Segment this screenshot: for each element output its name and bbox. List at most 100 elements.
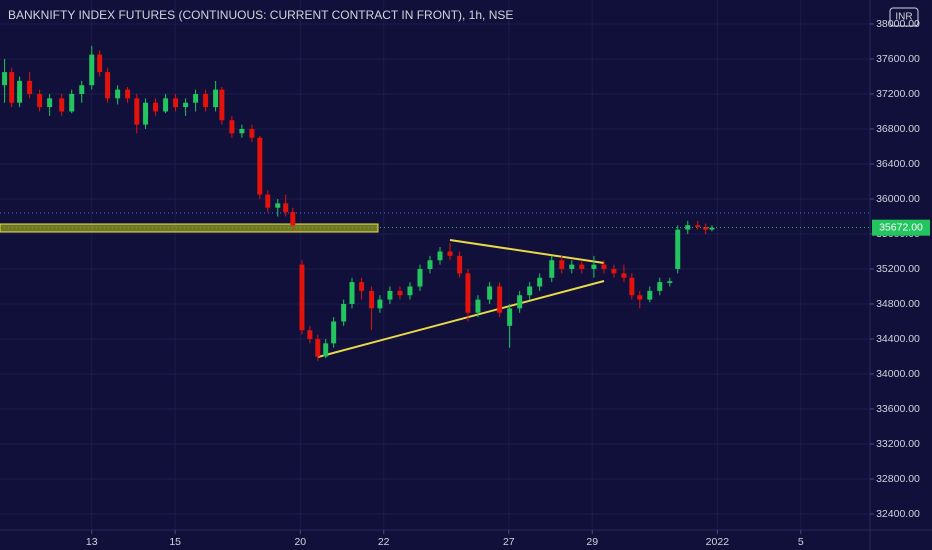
candle-body: [59, 98, 65, 112]
x-tick-label: 20: [294, 536, 306, 548]
currency-label[interactable]: INR: [895, 12, 912, 23]
candle-body: [377, 299, 383, 309]
candle-body: [437, 251, 443, 261]
trendline-lower: [317, 280, 605, 358]
candle-body: [417, 268, 423, 287]
candle-body: [2, 72, 8, 86]
candle-body: [709, 227, 715, 230]
trendline-upper: [449, 239, 605, 264]
candle-body: [213, 89, 219, 108]
candle-body: [527, 286, 533, 296]
y-tick-label: 35200.00: [876, 263, 920, 275]
candle-body: [134, 98, 140, 125]
candle-body: [163, 98, 169, 112]
candle-body: [143, 102, 149, 125]
candle-body: [497, 286, 503, 313]
candle-body: [219, 89, 225, 121]
candle-body: [125, 89, 131, 99]
y-tick-label: 34800.00: [876, 298, 920, 310]
y-tick-label: 32400.00: [876, 508, 920, 520]
candle-body: [559, 260, 565, 269]
candle-body: [369, 290, 375, 309]
candle-body: [637, 295, 643, 300]
candle-body: [675, 229, 681, 269]
candle-body: [621, 273, 627, 278]
candle-body: [465, 273, 471, 313]
candle-body: [69, 93, 75, 112]
y-tick-label: 37200.00: [876, 88, 920, 100]
candle-body: [427, 260, 433, 269]
candle-body: [591, 264, 597, 269]
candle-body: [275, 203, 281, 208]
candle-body: [257, 137, 263, 195]
candle-body: [283, 203, 289, 213]
candle-body: [79, 85, 85, 94]
candle-body: [549, 260, 555, 278]
candle-body: [601, 264, 607, 269]
candle-body: [397, 290, 403, 296]
candle-body: [537, 277, 543, 287]
candle-body: [97, 54, 103, 73]
candle-body: [290, 212, 296, 226]
y-tick-label: 32800.00: [876, 473, 920, 485]
candle-body: [475, 299, 481, 313]
candle-body: [657, 282, 663, 291]
candle-body: [193, 93, 199, 103]
y-tick-label: 36400.00: [876, 158, 920, 170]
candle-body: [249, 128, 255, 138]
currency-box[interactable]: [889, 7, 919, 27]
candle-body: [611, 268, 617, 274]
last-price-label: 35672.00: [879, 221, 923, 233]
candle-body: [579, 264, 585, 269]
y-tick-label: 34400.00: [876, 333, 920, 345]
candle-body: [229, 120, 235, 134]
grid: [0, 0, 870, 530]
candle-body: [9, 72, 15, 103]
candle-body: [341, 303, 347, 322]
candle-body: [359, 282, 365, 291]
candle-body: [89, 54, 95, 86]
candle-body: [685, 225, 691, 230]
candle-body: [115, 89, 121, 99]
candle-body: [173, 98, 179, 108]
x-tick-label: 29: [586, 536, 598, 548]
candle-body: [507, 308, 513, 326]
candle-body: [349, 282, 355, 304]
candle-body: [667, 281, 673, 283]
candle-body: [629, 277, 635, 296]
x-tick-label: 22: [378, 536, 390, 548]
candle-body: [487, 286, 493, 300]
y-tick-label: 36000.00: [876, 193, 920, 205]
candle-body: [239, 128, 245, 134]
candle-body: [407, 286, 413, 296]
candles: [2, 45, 715, 361]
candle-body: [47, 98, 53, 108]
candle-body: [695, 225, 701, 227]
candle-body: [265, 194, 271, 208]
y-tick-label: 37600.00: [876, 53, 920, 65]
candle-body: [105, 72, 111, 99]
candle-body: [17, 80, 23, 103]
candle-body: [457, 255, 463, 274]
candle-body: [331, 321, 337, 344]
x-tick-label: 13: [86, 536, 98, 548]
x-tick-label: 27: [503, 536, 515, 548]
x-tick-label: 2022: [706, 536, 730, 548]
candle-body: [569, 264, 575, 269]
candle-body: [37, 93, 43, 108]
last-price-box: [872, 219, 930, 236]
y-tick-label: 38000.00: [876, 18, 920, 30]
candle-body: [299, 264, 305, 331]
candle-body: [647, 290, 653, 300]
y-tick-label: 34000.00: [876, 368, 920, 380]
candle-body: [387, 290, 393, 300]
candle-body: [203, 93, 209, 108]
x-tick-label: 5: [798, 536, 804, 548]
y-tick-label: 33600.00: [876, 403, 920, 415]
x-tick-label: 15: [169, 536, 181, 548]
candle-body: [447, 251, 453, 256]
candle-body: [315, 338, 321, 357]
candle-body: [703, 226, 709, 230]
